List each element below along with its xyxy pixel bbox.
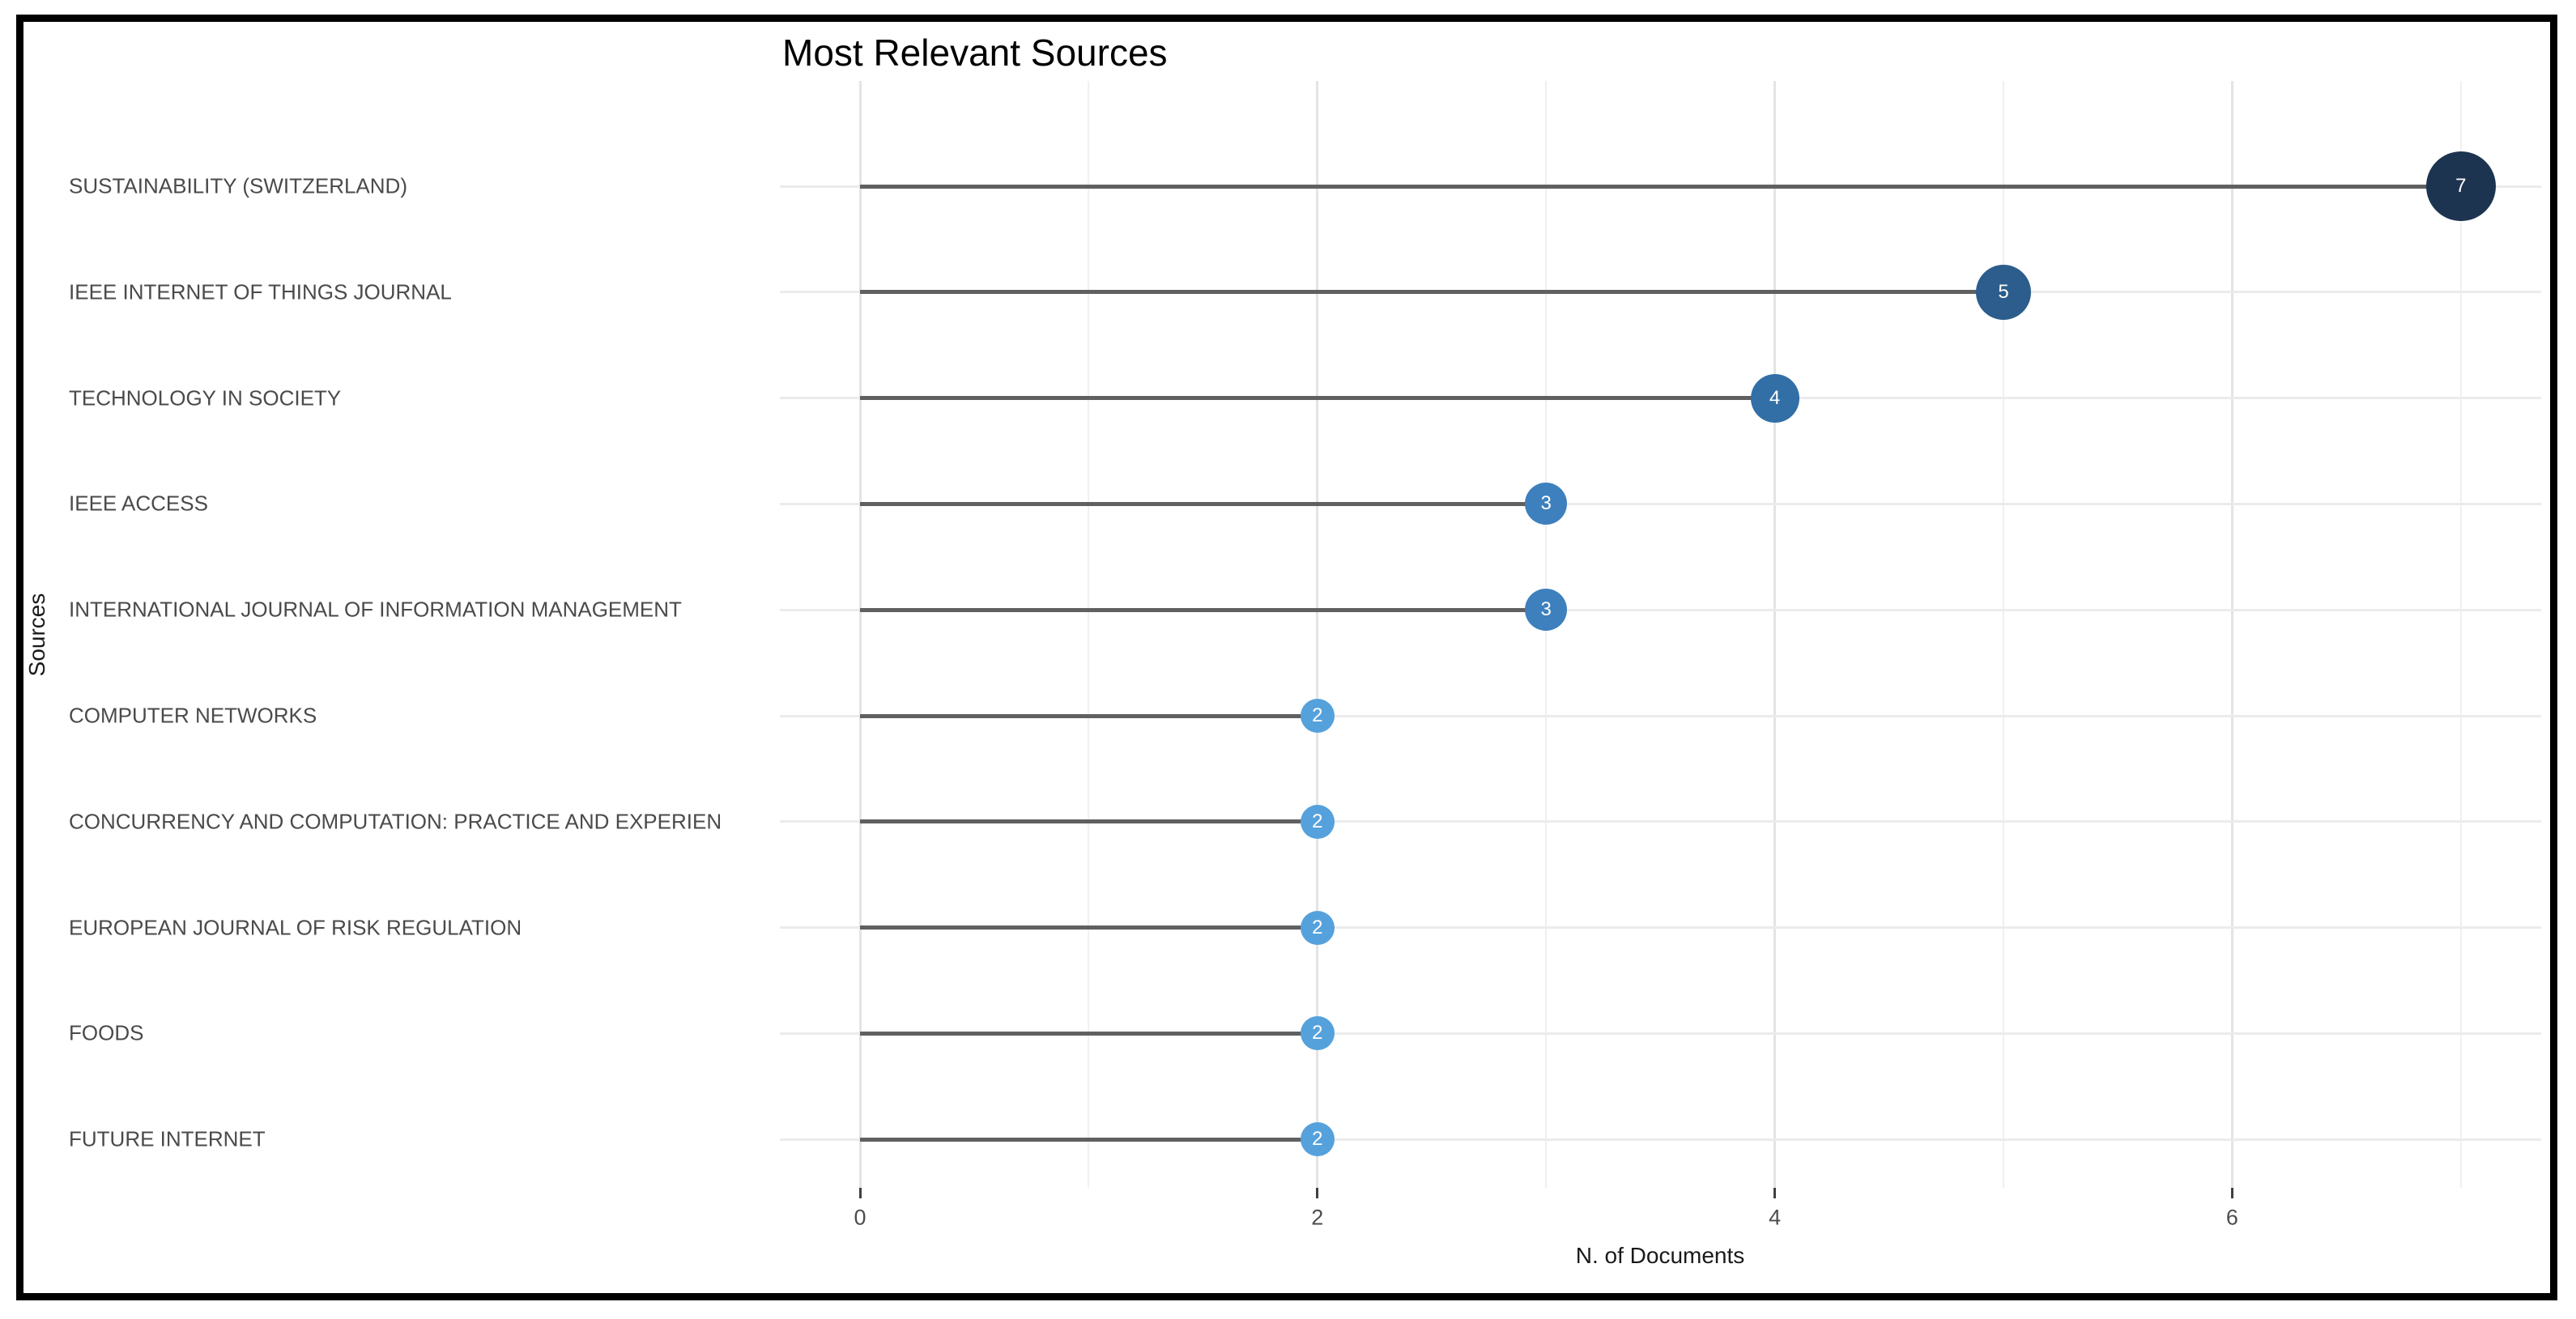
y-category-label: EUROPEAN JOURNAL OF RISK REGULATION (69, 915, 522, 940)
data-point-label: 5 (1998, 280, 2009, 303)
y-gridline (780, 1138, 2541, 1141)
x-tick-label: 0 (854, 1205, 866, 1230)
y-category-label: INTERNATIONAL JOURNAL OF INFORMATION MAN… (69, 597, 682, 622)
lollipop-stem (860, 1137, 1318, 1142)
x-tick-label: 2 (1311, 1205, 1324, 1230)
lollipop-stem (860, 184, 2461, 189)
y-gridline (780, 926, 2541, 930)
y-axis-title: Sources (24, 593, 49, 677)
data-point-label: 3 (1540, 598, 1552, 621)
lollipop-stem (860, 501, 1547, 506)
y-gridline (780, 820, 2541, 823)
x-tick-mark (858, 1188, 862, 1198)
y-category-label: SUSTAINABILITY (SWITZERLAND) (69, 173, 407, 198)
x-gridline-major (1316, 81, 1319, 1188)
y-category-label: FUTURE INTERNET (69, 1126, 266, 1151)
x-gridline-major (858, 81, 862, 1188)
data-point-label: 2 (1312, 1022, 1323, 1045)
data-point: 2 (1300, 910, 1335, 945)
y-category-label: FOODS (69, 1020, 144, 1045)
y-category-label: IEEE ACCESS (69, 491, 208, 516)
x-tick-mark (1773, 1188, 1777, 1198)
x-axis-title: N. of Documents (1575, 1243, 1745, 1268)
data-point: 2 (1300, 1016, 1335, 1051)
y-gridline (780, 608, 2541, 611)
x-tick-mark (2230, 1188, 2233, 1198)
data-point-label: 3 (1540, 492, 1552, 515)
data-point-label: 2 (1312, 1128, 1323, 1151)
lollipop-stem (860, 819, 1318, 824)
data-point-label: 2 (1312, 704, 1323, 726)
chart-border-frame (16, 15, 2557, 1300)
lollipop-stem (860, 925, 1318, 930)
x-gridline-minor (2459, 81, 2462, 1188)
data-point: 3 (1525, 589, 1568, 632)
x-gridline-minor (1545, 81, 1548, 1188)
x-gridline-minor (2003, 81, 2004, 1188)
data-point: 7 (2425, 151, 2496, 221)
x-gridline-major (2230, 81, 2233, 1188)
y-gridline (780, 502, 2541, 505)
data-point-label: 7 (2455, 175, 2467, 197)
data-point-label: 2 (1312, 916, 1323, 938)
x-tick-label: 6 (2225, 1205, 2238, 1230)
x-gridline-major (1773, 81, 1777, 1188)
data-point: 2 (1300, 699, 1335, 733)
data-point: 4 (1750, 373, 1799, 423)
data-point: 3 (1525, 483, 1568, 525)
lollipop-stem (860, 713, 1318, 718)
chart-title: Most Relevant Sources (782, 32, 1168, 74)
data-point-label: 2 (1312, 810, 1323, 832)
x-tick-mark (1316, 1188, 1319, 1198)
lollipop-stem (860, 290, 2003, 295)
data-point: 2 (1300, 804, 1335, 839)
data-point: 2 (1300, 1122, 1335, 1157)
y-category-label: CONCURRENCY AND COMPUTATION: PRACTICE AN… (69, 809, 722, 834)
y-category-label: IEEE INTERNET OF THINGS JOURNAL (69, 279, 452, 304)
x-tick-label: 4 (1769, 1205, 1782, 1230)
y-gridline (780, 1032, 2541, 1035)
data-point: 5 (1976, 264, 2031, 320)
lollipop-stem (860, 1031, 1318, 1036)
y-category-label: COMPUTER NETWORKS (69, 703, 317, 728)
data-point-label: 4 (1769, 386, 1781, 409)
x-gridline-minor (1088, 81, 1090, 1188)
lollipop-stem (860, 607, 1547, 612)
y-gridline (780, 714, 2541, 717)
y-category-label: TECHNOLOGY IN SOCIETY (69, 385, 342, 411)
lollipop-stem (860, 396, 1775, 401)
